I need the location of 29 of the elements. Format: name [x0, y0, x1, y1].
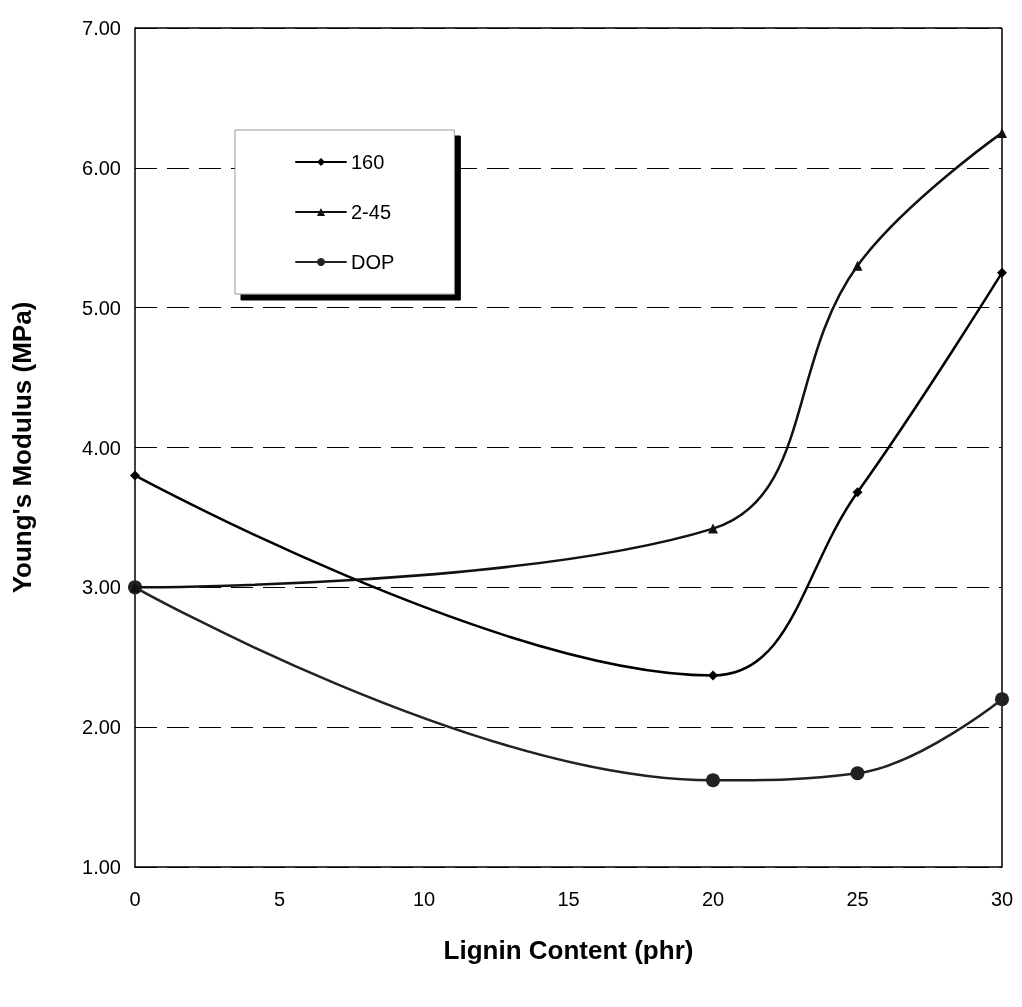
y-tick-label: 4.00: [82, 436, 121, 459]
y-tick-label: 7.00: [82, 17, 121, 39]
point: [850, 766, 865, 781]
point: [708, 670, 718, 681]
legend-label: DOP: [351, 251, 395, 273]
y-tick-label: 1.00: [82, 856, 121, 878]
point: [997, 127, 1007, 138]
point: [852, 487, 863, 498]
legend-label: 2-45: [351, 201, 392, 223]
x-tick-label: 25: [846, 888, 869, 910]
y-tick-label: 3.00: [82, 576, 121, 599]
point: [997, 267, 1007, 278]
y-tick-label: 5.00: [82, 296, 121, 319]
x-tick-label: 10: [412, 888, 436, 910]
x-axis-title: Lignin Content (phr): [443, 935, 694, 965]
point: [852, 260, 863, 271]
x-tick-label: 5: [273, 888, 286, 910]
x-tick-label: 20: [701, 888, 725, 910]
point: [130, 470, 140, 481]
legend-label: 160: [351, 151, 385, 173]
point: [706, 773, 720, 788]
x-tick-label: 0: [129, 888, 141, 910]
point: [708, 523, 718, 534]
x-tick-label: 30: [990, 888, 1014, 910]
point: [995, 692, 1009, 707]
y-axis-title: Young's Modulus (MPa): [7, 301, 37, 594]
x-tick-label: 15: [557, 888, 580, 910]
y-tick-label: 2.00: [82, 716, 121, 739]
y-tick-label: 6.00: [82, 156, 121, 179]
